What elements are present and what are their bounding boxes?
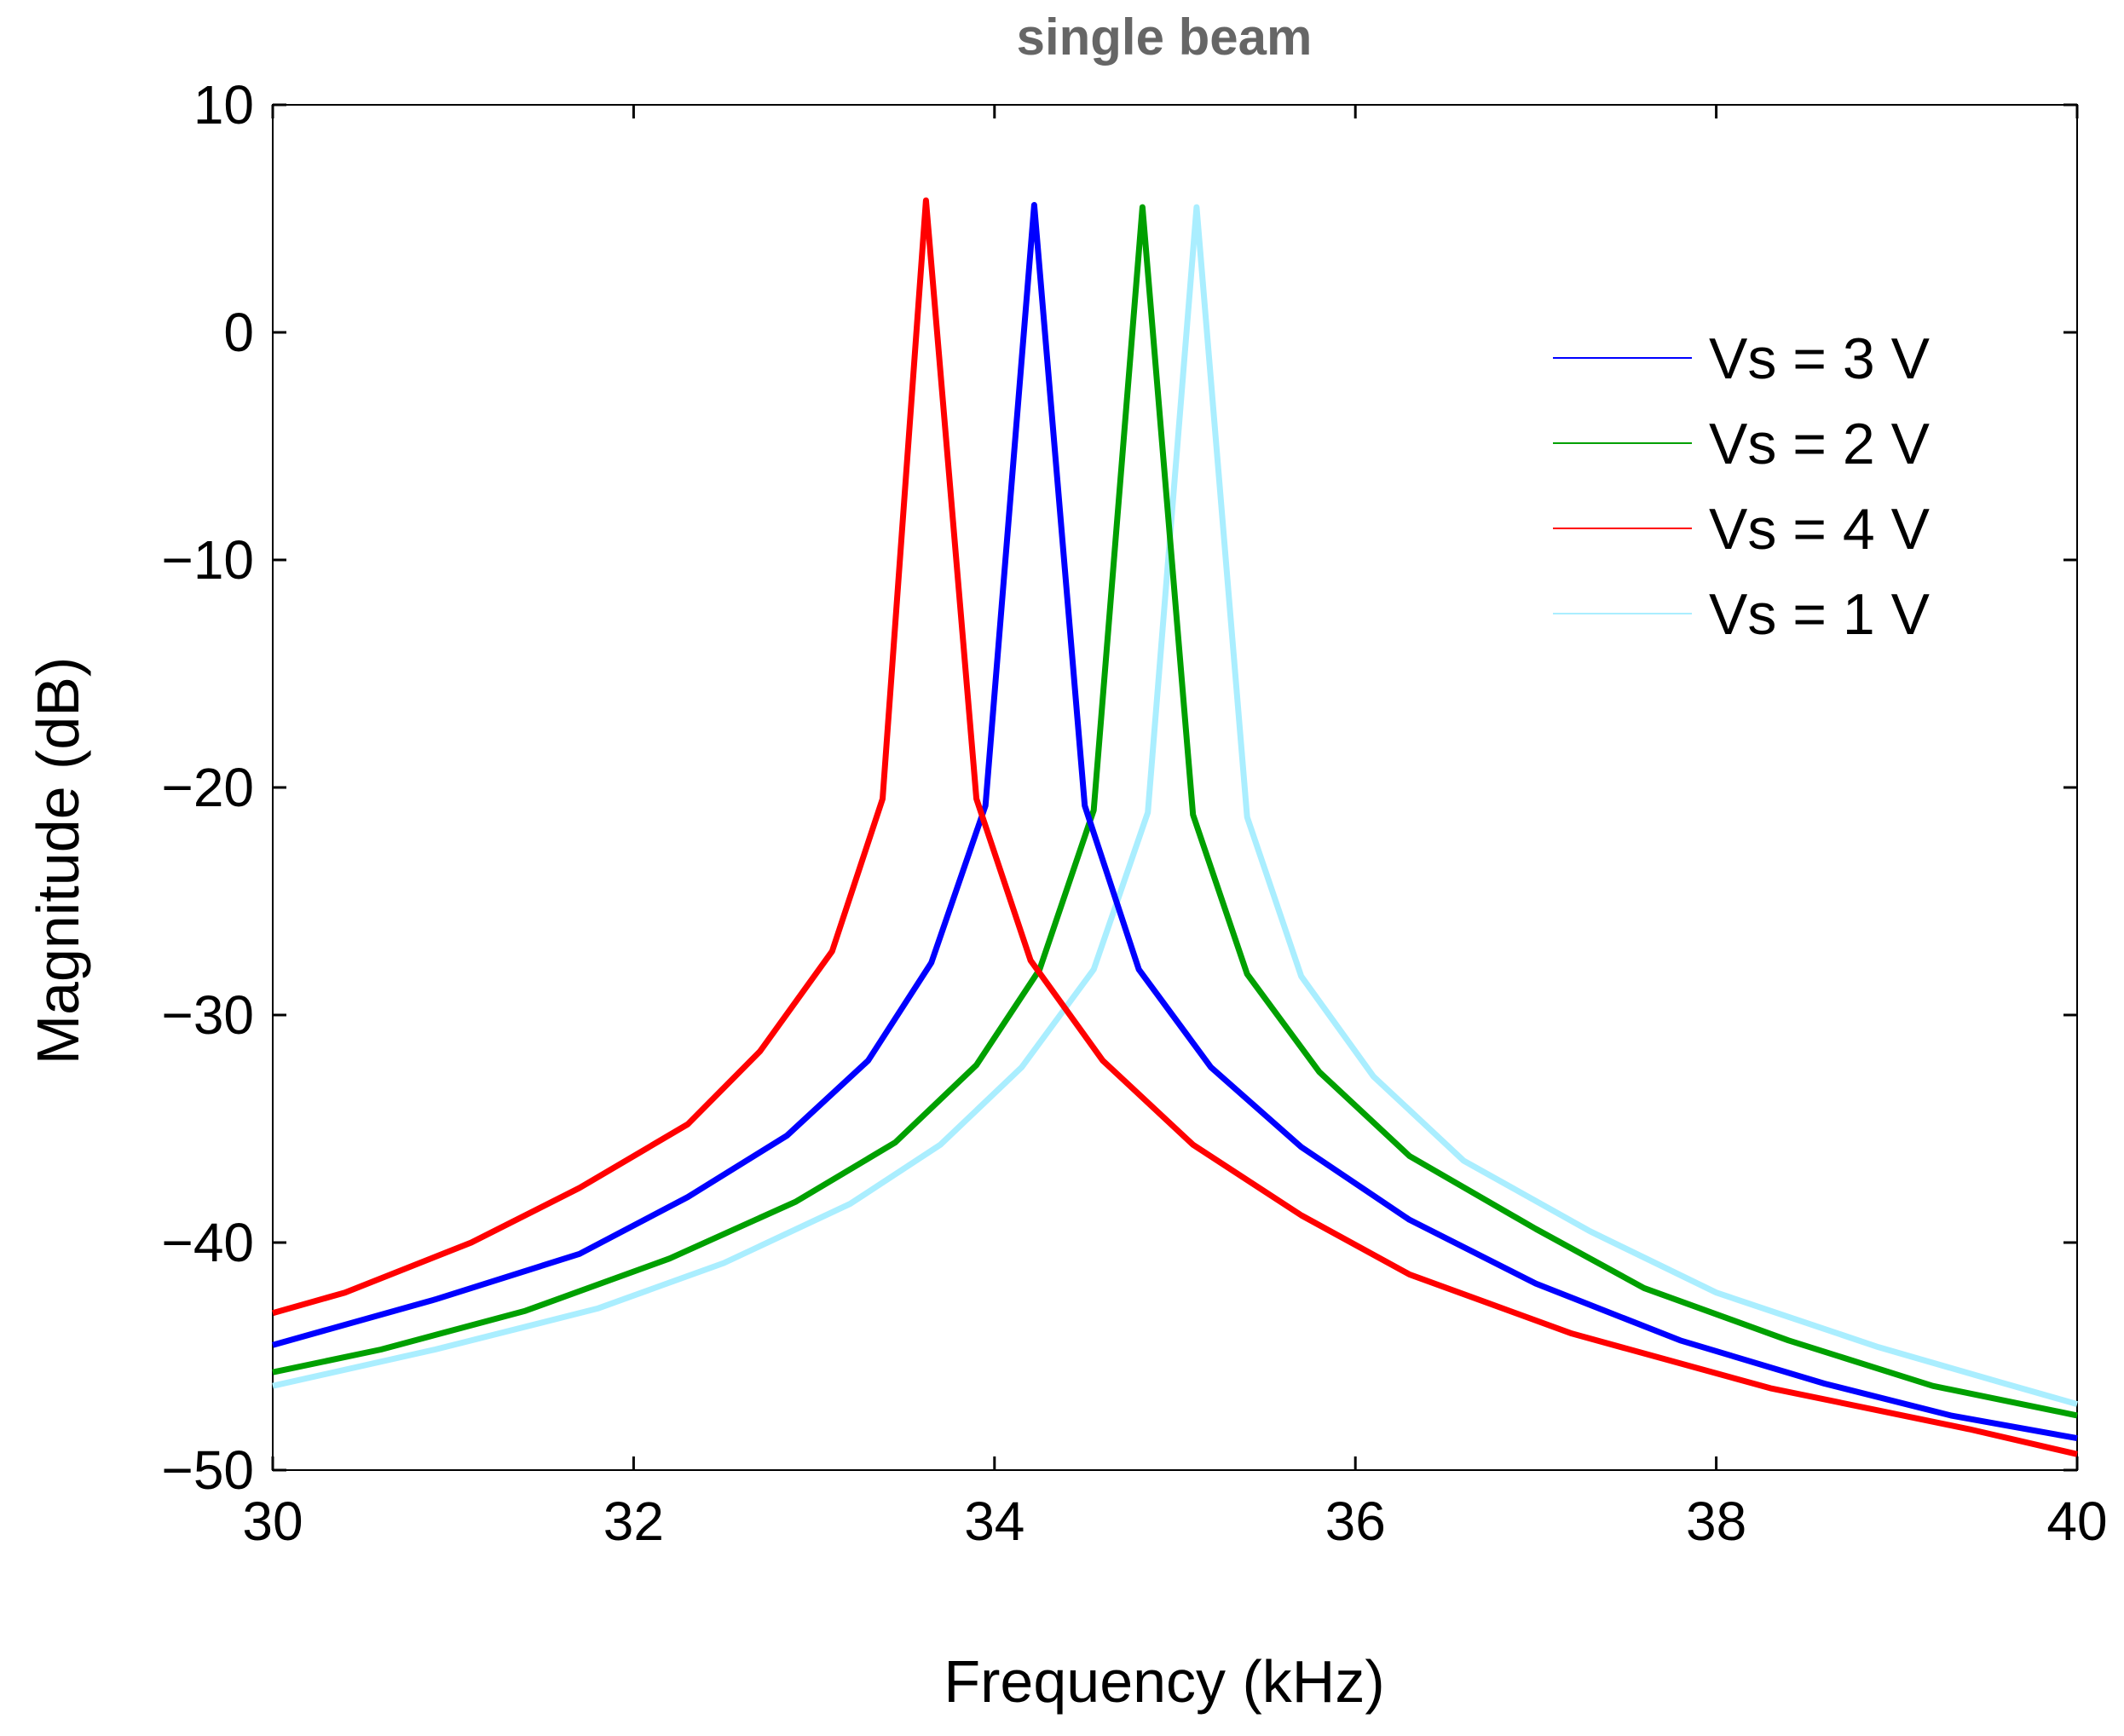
y-tick-label: −50	[161, 1439, 254, 1501]
series-line-3	[272, 197, 2078, 1457]
x-axis-label: Frequency (kHz)	[944, 1648, 1384, 1715]
y-tick-label: −20	[161, 757, 254, 818]
chart-title: single beam	[1017, 9, 1313, 66]
y-tick-label: −30	[161, 984, 254, 1046]
y-tick-label: −10	[161, 529, 254, 591]
legend: Vs = 3 V Vs = 2 V Vs = 4 V Vs = 1 V	[1553, 326, 1931, 647]
y-tick-label: −40	[161, 1212, 254, 1273]
x-tick-label: 30	[242, 1491, 303, 1552]
x-tick-label: 36	[1325, 1491, 1386, 1552]
x-tick-label: 38	[1686, 1491, 1746, 1552]
legend-label: Vs = 4 V	[1709, 497, 1931, 562]
y-tick-labels: 10 0 −10 −20 −30 −40 −50	[161, 74, 254, 1501]
legend-label: Vs = 1 V	[1709, 582, 1931, 647]
x-tick-label: 40	[2046, 1491, 2107, 1552]
axis-ticks	[271, 103, 2079, 1472]
x-tick-label: 34	[964, 1491, 1024, 1552]
series-line-4	[272, 204, 2078, 1407]
y-axis-label: Magnitude (dB)	[25, 657, 91, 1065]
x-tick-label: 32	[603, 1491, 664, 1552]
series-line-1	[272, 202, 2078, 1442]
series-lines	[272, 197, 2078, 1457]
y-tick-label: 10	[193, 74, 254, 136]
legend-label: Vs = 2 V	[1709, 412, 1931, 476]
x-tick-labels: 30 32 34 36 38 40	[242, 1491, 2107, 1552]
y-tick-label: 0	[223, 302, 254, 363]
series-line-2	[272, 204, 2078, 1419]
legend-label: Vs = 3 V	[1709, 326, 1931, 391]
